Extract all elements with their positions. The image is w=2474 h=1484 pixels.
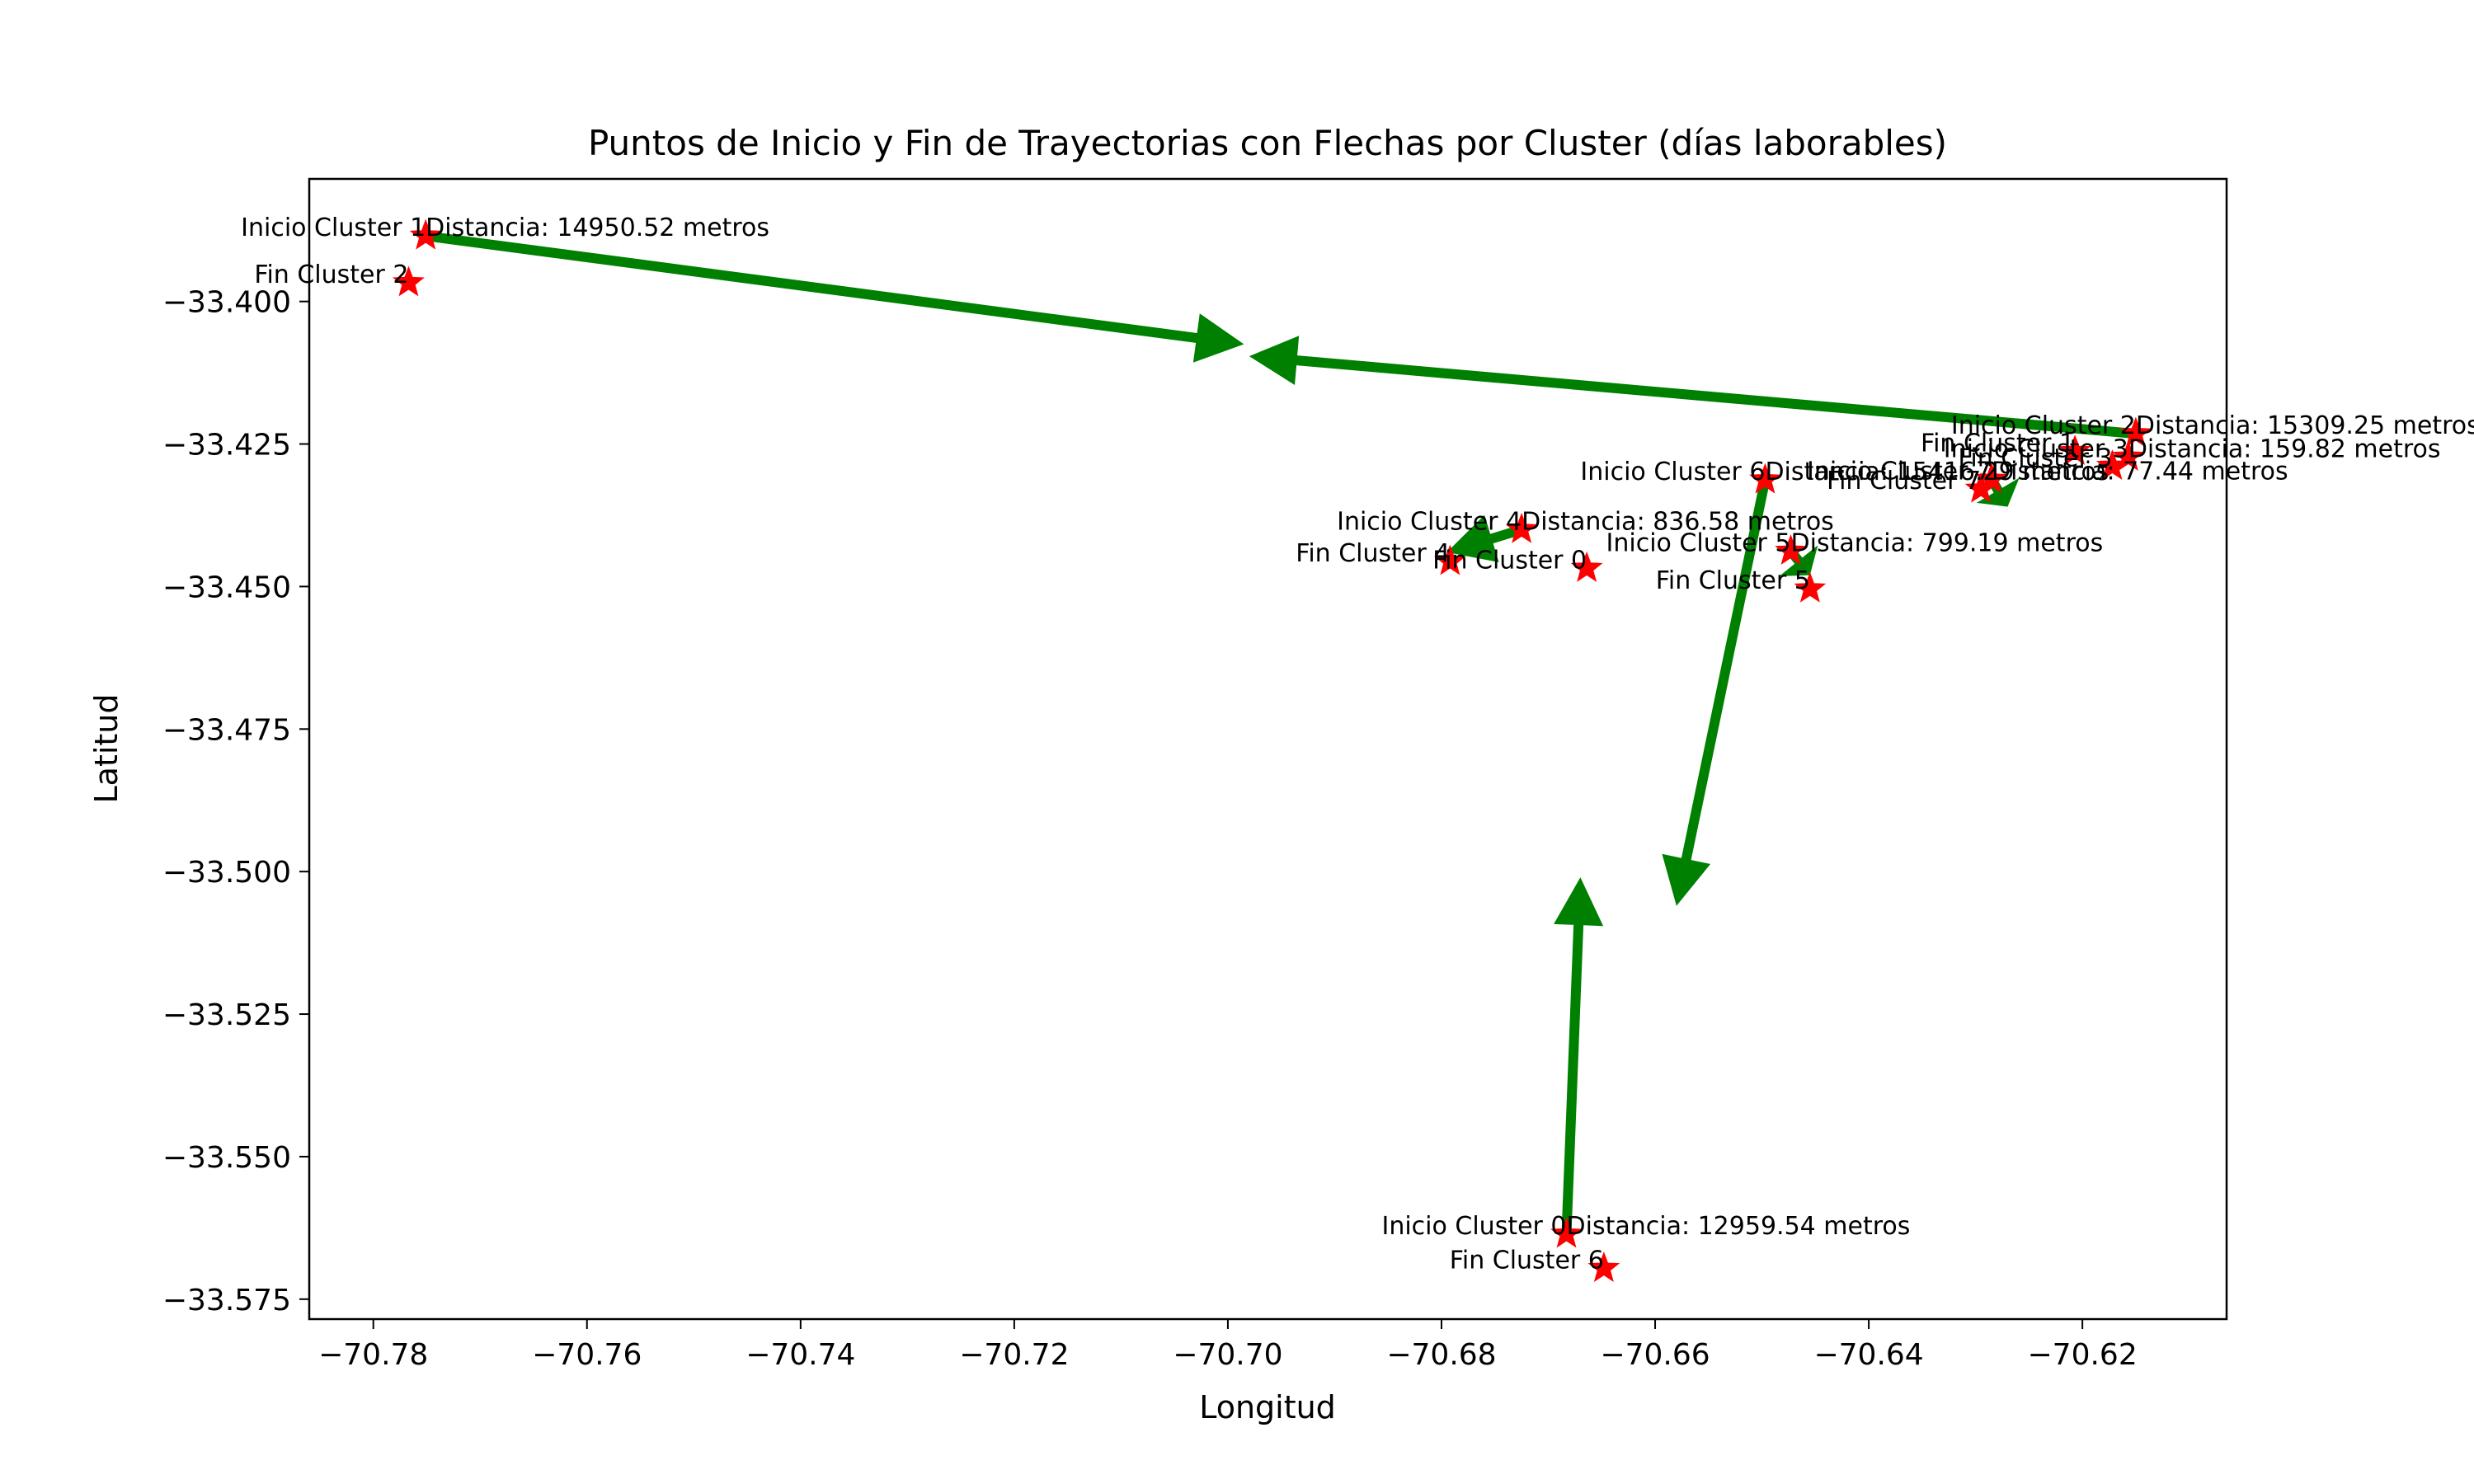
plot-area: Inicio Cluster 1 Distancia: 14950.52 metr… [241, 214, 2474, 1282]
point-annotation: Fin Cluster 6 [1450, 1246, 1604, 1275]
trajectory-arrow [425, 231, 1244, 363]
point-marker [409, 218, 442, 250]
point-marker [1505, 512, 1538, 543]
x-tick-label: −70.74 [745, 1338, 855, 1372]
x-tick-label: −70.62 [2028, 1338, 2138, 1372]
y-tick-label: −33.475 [162, 713, 291, 747]
point-annotation: Distancia: 159.82 metros [2128, 434, 2441, 463]
point-annotation: Inicio Cluster 6 [1580, 458, 1765, 486]
point-marker [1433, 544, 1466, 575]
y-tick-label: −33.575 [162, 1284, 291, 1317]
trajectory-arrow [1446, 514, 1523, 562]
point-annotation: Inicio Cluster 2 [1951, 411, 2136, 440]
y-axis: −33.400 −33.425 −33.450 −33.475 −33.500 −33.5… [162, 286, 309, 1317]
y-tick-label: −33.550 [162, 1141, 291, 1175]
y-tick-label: −33.525 [162, 998, 291, 1032]
point-annotation: Inicio Cluster 5 [1606, 529, 1791, 558]
point-marker [2095, 449, 2128, 481]
point-annotation: Distancia: 799.19 metros [1791, 529, 2104, 558]
point-annotation: Distancia: 77.44 metros [1992, 457, 2288, 486]
x-tick-label: −70.72 [959, 1338, 1069, 1372]
y-tick-label: −33.500 [162, 856, 291, 890]
point-annotation: Inicio Cluster 1 [241, 214, 426, 242]
point-annotation: Inicio Cluster 7 [1807, 457, 1992, 486]
point-annotation: Distancia: 12959.54 metros [1567, 1212, 1911, 1241]
point-annotation: Distancia: 14950.52 metros [426, 214, 769, 242]
x-axis: −70.78 −70.76 −70.74 −70.72 −70.70 −70.68 −70.… [318, 1319, 2138, 1372]
x-tick-label: −70.64 [1813, 1338, 1923, 1372]
x-tick-label: −70.70 [1173, 1338, 1282, 1372]
x-axis-label: Longitud [1199, 1389, 1336, 1425]
point-marker [1550, 1217, 1583, 1248]
point-marker [2119, 416, 2152, 448]
point-marker [1775, 534, 1807, 566]
point-annotation: Fin Cluster 3 [1958, 444, 2112, 473]
point-marker [1570, 551, 1603, 582]
point-marker [2112, 440, 2145, 471]
point-marker [1964, 472, 1997, 503]
point-annotation: Inicio Cluster 0 [1381, 1212, 1566, 1241]
x-tick-label: −70.76 [532, 1338, 642, 1372]
point-marker [2058, 434, 2091, 466]
y-axis-label: Latitud [88, 693, 125, 803]
trajectory-arrow [1662, 478, 1771, 906]
trajectory-arrow [1249, 336, 2137, 439]
x-tick-label: −70.66 [1600, 1338, 1710, 1372]
point-marker [1794, 571, 1827, 603]
point-annotation: Distancia: 15309.25 metros [2136, 411, 2474, 440]
x-tick-label: −70.78 [318, 1338, 428, 1372]
point-annotation: Distancia: 836.58 metros [1522, 507, 1834, 536]
point-marker [393, 265, 425, 297]
point-annotation: Fin Cluster 7 [1827, 467, 1981, 495]
chart-title: Puntos de Inicio y Fin de Trayectorias c… [588, 123, 1947, 163]
trajectory-arrow [1554, 877, 1604, 1235]
y-tick-label: −33.425 [162, 429, 291, 463]
point-marker [1749, 463, 1781, 494]
point-annotation: Fin Cluster 4 [1296, 539, 1450, 568]
y-tick-label: −33.450 [162, 571, 291, 604]
y-tick-label: −33.400 [162, 286, 291, 320]
point-annotation: Fin Cluster 1 [1921, 430, 2075, 458]
point-annotation: Distancia: 15416.29 metros [1765, 458, 2109, 486]
point-annotation: Fin Cluster 5 [1656, 566, 1810, 595]
point-annotation: Fin Cluster 0 [1432, 546, 1587, 575]
point-annotation: Inicio Cluster 4 [1337, 507, 1522, 536]
point-annotation: Inicio Cluster 3 [1944, 434, 2128, 463]
point-marker [1587, 1252, 1620, 1282]
plot-frame [308, 177, 2228, 1321]
point-annotation: Fin Cluster 2 [254, 261, 408, 289]
x-tick-label: −70.68 [1386, 1338, 1496, 1372]
